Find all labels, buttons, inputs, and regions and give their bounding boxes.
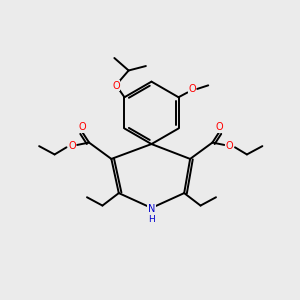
Text: O: O — [68, 141, 76, 151]
Text: H: H — [148, 215, 155, 224]
Text: O: O — [226, 141, 233, 151]
Text: O: O — [215, 122, 223, 132]
Text: O: O — [188, 84, 196, 94]
Text: N: N — [148, 204, 155, 214]
Text: O: O — [79, 122, 86, 132]
Text: O: O — [112, 81, 120, 91]
